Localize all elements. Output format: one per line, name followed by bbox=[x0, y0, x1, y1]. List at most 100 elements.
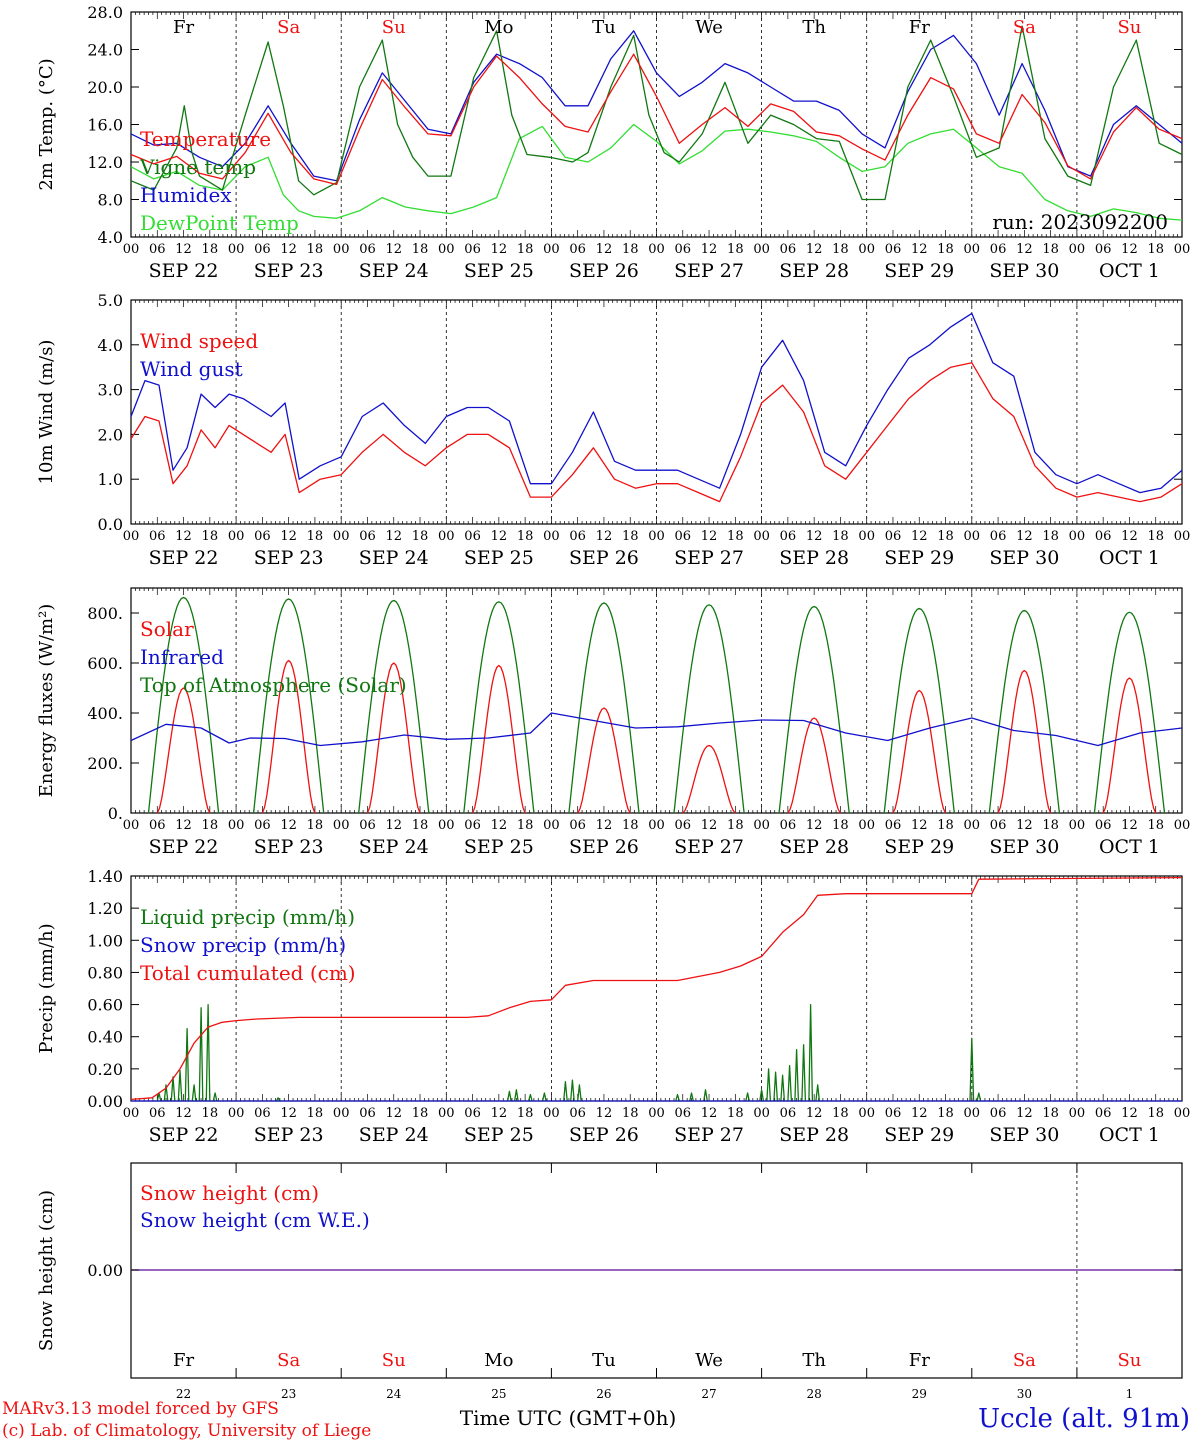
hour-tick-label: 06 bbox=[464, 818, 481, 833]
hour-tick-label: 18 bbox=[202, 1106, 219, 1121]
liquid-precip-spike bbox=[675, 1093, 680, 1102]
date-label: SEP 27 bbox=[674, 836, 744, 858]
hour-tick-label: 00 bbox=[543, 529, 560, 544]
hour-tick-label: 06 bbox=[254, 242, 271, 257]
y-tick-label: 0.0 bbox=[98, 515, 123, 534]
hour-tick-label: 00 bbox=[543, 242, 560, 257]
legend-entry: Vigne temp bbox=[139, 155, 256, 179]
hour-tick-label: 00 bbox=[228, 529, 245, 544]
hour-tick-label: 06 bbox=[1095, 1106, 1112, 1121]
hour-tick-label: 00 bbox=[438, 818, 455, 833]
y-tick-label: 400. bbox=[87, 704, 123, 723]
hour-tick-label: 18 bbox=[622, 242, 639, 257]
date-label: SEP 29 bbox=[884, 260, 954, 282]
day-number-label: 22 bbox=[176, 1387, 191, 1401]
legend-entry: Solar bbox=[140, 617, 194, 641]
series-temperature bbox=[130, 53, 1183, 186]
liquid-precip-spike bbox=[570, 1079, 575, 1102]
hour-tick-label: 18 bbox=[202, 818, 219, 833]
date-label: SEP 24 bbox=[359, 547, 429, 569]
hour-tick-label: 12 bbox=[1016, 818, 1033, 833]
hour-tick-label: 06 bbox=[149, 529, 166, 544]
hour-tick-label: 18 bbox=[307, 818, 324, 833]
series-toa-solar bbox=[358, 599, 430, 814]
hour-tick-label: 18 bbox=[1042, 242, 1059, 257]
hour-tick-label: 12 bbox=[491, 529, 508, 544]
series-toa-solar bbox=[147, 596, 220, 814]
hour-tick-label: 00 bbox=[1069, 818, 1086, 833]
day-name-label: Sa bbox=[277, 1350, 300, 1371]
liquid-precip-spike bbox=[563, 1081, 568, 1102]
legend-entry: Humidex bbox=[140, 183, 232, 207]
hour-tick-label: 18 bbox=[937, 1106, 954, 1121]
day-name-label: Sa bbox=[1013, 1350, 1036, 1371]
series-solar bbox=[366, 662, 421, 814]
hour-tick-label: 18 bbox=[307, 1106, 324, 1121]
day-name-label: Fr bbox=[173, 1350, 194, 1371]
hour-tick-label: 18 bbox=[412, 818, 429, 833]
liquid-precip-spike bbox=[815, 1084, 821, 1102]
hour-tick-label: 06 bbox=[675, 529, 692, 544]
hour-tick-label: 06 bbox=[885, 818, 902, 833]
day-name-label: We bbox=[695, 17, 723, 38]
hour-tick-label: 12 bbox=[806, 1106, 823, 1121]
run-label: run: 2023092200 bbox=[992, 210, 1168, 234]
hour-tick-label: 00 bbox=[1174, 818, 1191, 833]
hour-tick-label: 12 bbox=[280, 242, 297, 257]
hour-tick-label: 00 bbox=[333, 529, 350, 544]
liquid-precip-spike bbox=[170, 1076, 176, 1102]
y-tick-label: 2.0 bbox=[98, 425, 123, 444]
liquid-precip-spike bbox=[773, 1071, 779, 1102]
date-label: SEP 30 bbox=[989, 547, 1059, 569]
hour-tick-label: 00 bbox=[123, 242, 140, 257]
liquid-precip-spike bbox=[969, 1037, 975, 1102]
y-tick-label: 600. bbox=[87, 654, 123, 673]
legend-entry: Infrared bbox=[140, 645, 224, 669]
date-label: SEP 28 bbox=[779, 547, 849, 569]
hour-tick-label: 18 bbox=[412, 1106, 429, 1121]
y-tick-label: 8.0 bbox=[98, 191, 123, 210]
date-label: SEP 29 bbox=[884, 1124, 954, 1146]
hour-tick-label: 12 bbox=[175, 242, 192, 257]
liquid-precip-spike bbox=[794, 1048, 800, 1102]
hour-tick-label: 12 bbox=[385, 529, 402, 544]
hour-tick-label: 06 bbox=[885, 242, 902, 257]
date-label: SEP 27 bbox=[674, 547, 744, 569]
hour-tick-label: 00 bbox=[858, 1106, 875, 1121]
hour-tick-label: 06 bbox=[1095, 242, 1112, 257]
day-number-label: 28 bbox=[807, 1387, 822, 1401]
x-axis-title: Time UTC (GMT+0h) bbox=[460, 1406, 677, 1430]
y-tick-label: 0. bbox=[108, 804, 123, 823]
y-tick-label: 200. bbox=[87, 754, 123, 773]
liquid-precip-spike bbox=[198, 1007, 204, 1102]
series-total-cumulated bbox=[130, 876, 1183, 1101]
y-axis-title: 10m Wind (m/s) bbox=[36, 340, 57, 485]
series-dewpoint-temp bbox=[130, 123, 1183, 221]
date-label: OCT 1 bbox=[1099, 547, 1160, 569]
date-label: SEP 22 bbox=[149, 260, 219, 282]
energy-flux-panel: 00 06 12 18 00 06 12 18 00 06 12 18 00 06 12 18 00 06 12 18… bbox=[36, 587, 1191, 858]
day-number-label: 25 bbox=[491, 1387, 506, 1401]
hour-tick-label: 06 bbox=[675, 818, 692, 833]
hour-tick-label: 18 bbox=[832, 529, 849, 544]
series-solar bbox=[892, 689, 947, 814]
hour-tick-label: 06 bbox=[780, 1106, 797, 1121]
hour-tick-label: 12 bbox=[175, 529, 192, 544]
series-vigne-temp bbox=[130, 25, 1183, 201]
precip-panel: 00 06 12 18 00 06 12 18 00 06 12 18 00 06 12 18 00 06 12 18… bbox=[36, 867, 1190, 1146]
liquid-precip-spike bbox=[163, 1084, 169, 1102]
hour-tick-label: 18 bbox=[1147, 818, 1164, 833]
hour-tick-label: 00 bbox=[753, 529, 770, 544]
hour-tick-label: 12 bbox=[911, 1106, 928, 1121]
hour-tick-label: 06 bbox=[990, 529, 1007, 544]
liquid-precip-spike bbox=[177, 1069, 183, 1102]
liquid-precip-spike bbox=[184, 1028, 190, 1102]
liquid-precip-spike bbox=[506, 1090, 512, 1102]
date-label: SEP 23 bbox=[254, 547, 324, 569]
liquid-precip-spike bbox=[766, 1068, 772, 1102]
hour-tick-label: 00 bbox=[228, 1106, 245, 1121]
day-name-label: Fr bbox=[173, 17, 194, 38]
liquid-precip-spike bbox=[513, 1089, 519, 1102]
y-tick-label: 28.0 bbox=[87, 3, 123, 22]
y-tick-label: 0.80 bbox=[87, 963, 123, 982]
